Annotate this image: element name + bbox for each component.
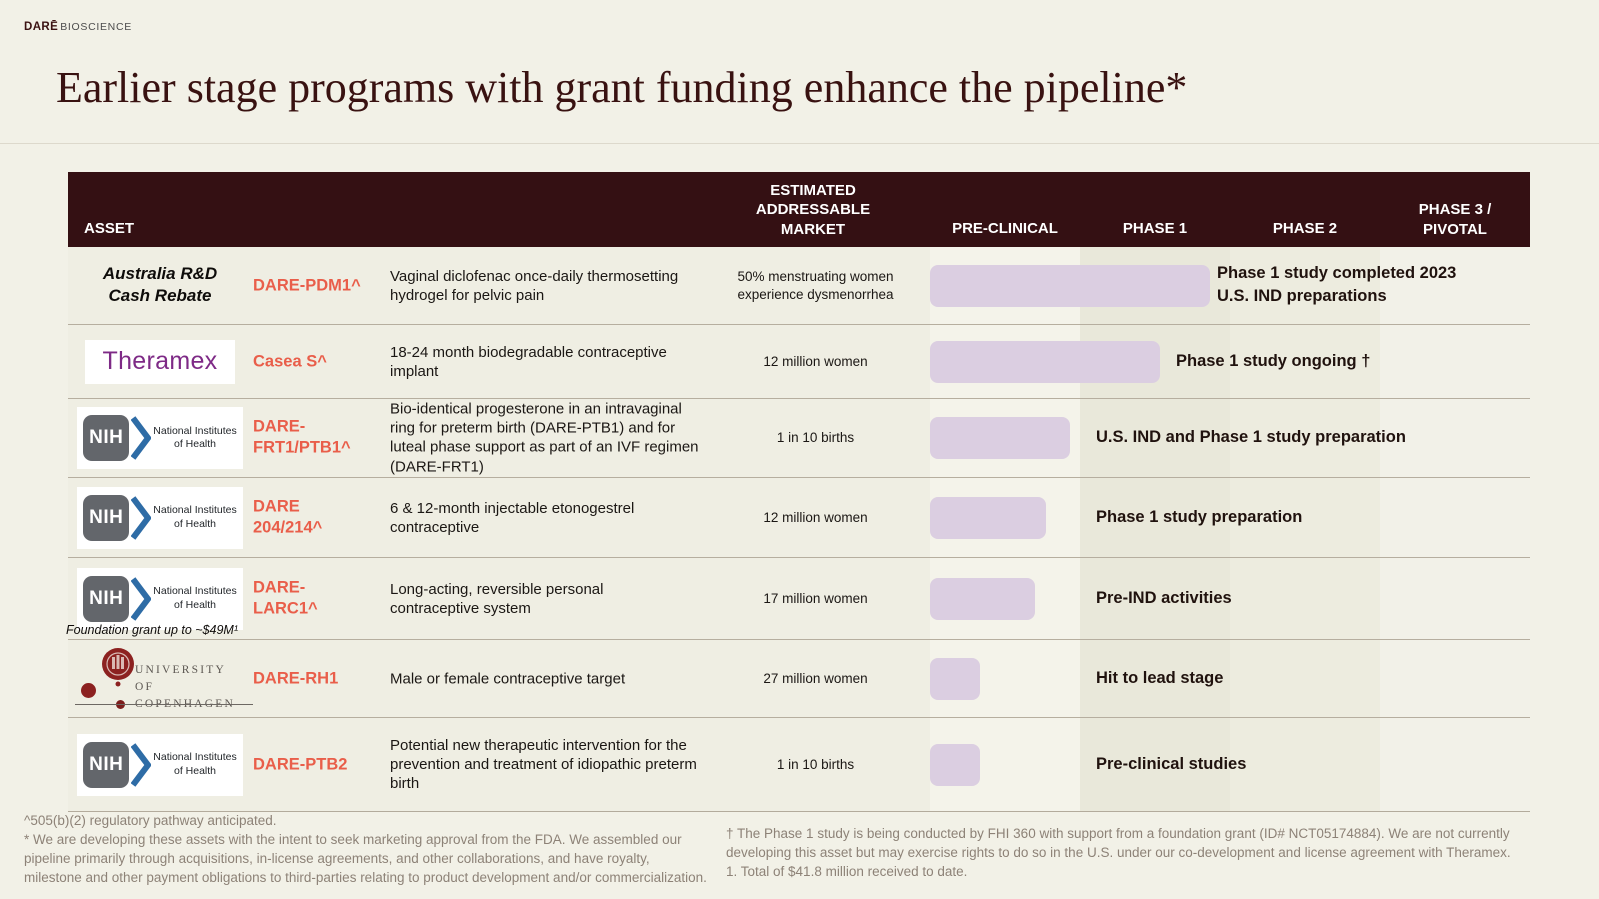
table-row: Australia R&D Cash Rebate DARE-PDM1^ Vag… <box>68 247 1530 325</box>
column-header-phase1: PHASE 1 <box>1122 219 1188 237</box>
addressable-market: 50% menstruating women experience dysmen… <box>737 268 894 302</box>
nih-name-text: National Institutes of Health <box>153 585 237 611</box>
asset-name: DARE- LARC1^ <box>253 578 318 618</box>
nih-acronym-badge: NIH <box>83 494 130 541</box>
funder-logo-cell: Theramex <box>75 339 245 384</box>
brand-logo-secondary: BIOSCIENCE <box>60 21 132 33</box>
funder-logo-cell: NIH National Institutes of Health <box>75 733 245 796</box>
funder-logo-cell: NIH National Institutes of Health <box>75 486 245 549</box>
title-divider <box>0 143 1599 144</box>
nih-logo: NIH National Institutes of Health <box>77 407 243 469</box>
nih-chevron-icon <box>131 576 152 621</box>
phase-progress-bar <box>930 340 1160 383</box>
asset-name: DARE 204/214^ <box>253 497 323 537</box>
nih-logo: NIH National Institutes of Health <box>77 486 243 549</box>
asset-name: DARE-PDM1^ <box>253 275 361 294</box>
nih-name-text: National Institutes of Health <box>153 424 237 450</box>
status-text: Phase 1 study preparation <box>1096 507 1303 526</box>
nih-logo: NIH National Institutes of Health <box>77 567 243 630</box>
table-row: Theramex Casea S^ 18-24 month biodegrada… <box>68 325 1530 399</box>
asset-description: 6 & 12-month injectable etonogestrel con… <box>390 499 635 536</box>
brand-logo: DARĒ BIOSCIENCE <box>24 21 132 33</box>
status-text: Pre-clinical studies <box>1096 754 1247 773</box>
asset-name: DARE- FRT1/PTB1^ <box>253 417 351 457</box>
phase-progress-bar <box>930 577 1035 620</box>
pipeline-table: ASSET ESTIMATED ADDRESSABLE MARKET PRE-C… <box>66 172 1530 812</box>
nih-chevron-icon <box>131 495 152 540</box>
asset-name: DARE-PTB2 <box>253 754 348 773</box>
foundation-grant-note: Foundation grant up to ~$49M¹ <box>66 623 238 637</box>
footnote-left: ^505(b)(2) regulatory pathway anticipate… <box>24 813 707 885</box>
addressable-market: 1 in 10 births <box>776 429 855 445</box>
addressable-market: 27 million women <box>763 670 868 686</box>
theramex-logo: Theramex <box>85 339 235 384</box>
nih-chevron-icon <box>131 742 152 787</box>
copenhagen-name-text: UNIVERSITY OF COPENHAGEN <box>135 663 235 711</box>
slide-title: Earlier stage programs with grant fundin… <box>56 63 1188 112</box>
nih-acronym-badge: NIH <box>83 415 130 461</box>
nih-acronym-badge: NIH <box>83 575 130 622</box>
phase-progress-bar <box>930 657 980 700</box>
asset-name: DARE-RH1 <box>253 668 339 687</box>
table-header: ASSET ESTIMATED ADDRESSABLE MARKET PRE-C… <box>68 172 1530 247</box>
funder-logo-cell: NIH National Institutes of Health <box>75 567 245 630</box>
table-row: UNIVERSITY OF COPENHAGEN DARE-RH1 Male o… <box>68 640 1530 718</box>
status-text: Pre-IND activities <box>1096 588 1232 607</box>
funder-logo-cell: NIH National Institutes of Health <box>75 407 245 469</box>
column-header-phase3: PHASE 3 / PIVOTAL <box>1418 201 1492 238</box>
asset-description: Vaginal diclofenac once-daily thermosett… <box>390 267 679 304</box>
australia-rd-cash-rebate-logo: Australia R&D Cash Rebate <box>102 263 218 306</box>
table-row: NIH National Institutes of Health DARE-P… <box>68 718 1530 811</box>
phase-progress-bar <box>930 417 1070 459</box>
status-text: Hit to lead stage <box>1096 668 1224 687</box>
phase-progress-bar <box>930 264 1210 307</box>
asset-description: 18-24 month biodegradable contraceptive … <box>390 343 667 380</box>
nih-name-text: National Institutes of Health <box>153 751 237 777</box>
nih-name-text: National Institutes of Health <box>153 504 237 530</box>
asset-description: Long-acting, reversible personal contrac… <box>390 580 604 617</box>
column-header-market: ESTIMATED ADDRESSABLE MARKET <box>755 181 871 238</box>
brand-logo-primary: DARĒ <box>24 21 59 33</box>
status-text: Phase 1 study completed 2023 U.S. IND pr… <box>1217 263 1457 306</box>
column-header-phase2: PHASE 2 <box>1272 219 1338 237</box>
table-body: Australia R&D Cash Rebate DARE-PDM1^ Vag… <box>66 247 1530 812</box>
asset-description: Bio-identical progesterone in an intrava… <box>390 400 699 476</box>
phase-progress-bar <box>930 743 980 786</box>
asset-description: Potential new therapeutic intervention f… <box>390 736 697 793</box>
addressable-market: 17 million women <box>763 590 868 606</box>
table-row: NIH National Institutes of Health Founda… <box>66 558 1530 640</box>
table-row: NIH National Institutes of Health DARE- … <box>68 399 1530 478</box>
status-text: U.S. IND and Phase 1 study preparation <box>1096 428 1406 447</box>
nih-logo: NIH National Institutes of Health <box>77 733 243 796</box>
copenhagen-underline <box>75 703 253 705</box>
asset-name: Casea S^ <box>253 351 327 370</box>
table-row: NIH National Institutes of Health DARE 2… <box>68 478 1530 558</box>
footnote-right: † The Phase 1 study is being conducted b… <box>726 826 1511 879</box>
copenhagen-logo: UNIVERSITY OF COPENHAGEN <box>75 647 253 711</box>
copenhagen-seal-icon <box>102 647 134 686</box>
nih-chevron-icon <box>131 416 152 460</box>
status-text: Phase 1 study ongoing † <box>1176 351 1371 370</box>
column-header-preclinical: PRE-CLINICAL <box>952 219 1058 237</box>
column-header-asset: ASSET <box>84 219 135 237</box>
nih-acronym-badge: NIH <box>83 741 130 788</box>
funder-logo-cell: UNIVERSITY OF COPENHAGEN <box>75 647 253 711</box>
addressable-market: 1 in 10 births <box>776 756 855 772</box>
phase-progress-bar <box>930 496 1046 539</box>
addressable-market: 12 million women <box>763 509 868 525</box>
copenhagen-dot <box>81 682 96 698</box>
asset-description: Male or female contraceptive target <box>390 669 626 687</box>
addressable-market: 12 million women <box>763 353 868 369</box>
funder-logo-cell: Australia R&D Cash Rebate <box>75 263 245 309</box>
